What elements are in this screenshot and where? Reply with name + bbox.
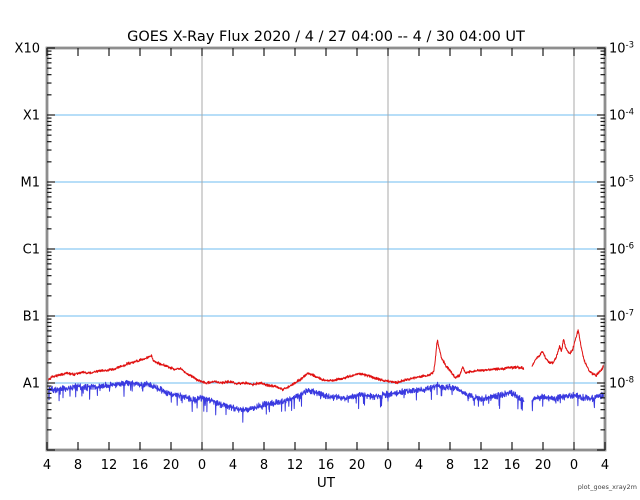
flare-class-label: B1	[23, 310, 40, 325]
flux-exponent-labels: 10-3 10-4 10-5 10-6 10-7 10-8	[609, 41, 634, 392]
x-tick-label: 0	[384, 458, 392, 473]
x-tick-label: 16	[504, 458, 521, 473]
flare-class-labels: X10 X1 M1 C1 B1 A1	[15, 42, 40, 392]
day-boundary-gridlines	[201, 48, 575, 450]
x-tick-label: 16	[132, 458, 149, 473]
x-tick-label: 0	[198, 458, 206, 473]
flare-class-label: M1	[21, 176, 41, 191]
x-tick-label: 12	[473, 458, 490, 473]
flux-exponent-label: 10-5	[609, 175, 634, 191]
axis-ticks	[46, 47, 606, 451]
x-tick-label: 8	[260, 458, 268, 473]
x-axis-title: UT	[317, 475, 336, 491]
short-wavelength-series-line	[47, 379, 605, 423]
x-axis-tick-labels: 4 8 12 16 20 0 4 8 12 16 20 0 4 8 12 16 20 0 4	[43, 458, 609, 473]
flux-exponent-label: 10-3	[609, 41, 634, 57]
x-tick-label: 0	[570, 458, 578, 473]
flux-exponent-label: 10-4	[609, 108, 634, 124]
x-tick-label: 8	[446, 458, 454, 473]
flare-class-label: A1	[23, 377, 40, 392]
x-tick-label: 12	[101, 458, 118, 473]
long-wavelength-series-line	[47, 329, 605, 392]
x-tick-label: 4	[415, 458, 423, 473]
x-tick-label: 4	[601, 458, 609, 473]
plot-filename-caption: plot_goes_xray2m	[578, 483, 637, 491]
x-tick-label: 8	[74, 458, 82, 473]
x-tick-label: 20	[163, 458, 180, 473]
flare-class-label: X1	[23, 109, 40, 124]
x-tick-label: 4	[43, 458, 51, 473]
flux-exponent-label: 10-8	[609, 376, 634, 392]
flare-class-label: C1	[23, 243, 40, 258]
flux-exponent-label: 10-6	[609, 242, 634, 258]
x-tick-label: 20	[535, 458, 552, 473]
horizontal-flux-gridlines	[47, 114, 605, 384]
flux-exponent-label: 10-7	[609, 309, 634, 325]
x-tick-label: 12	[287, 458, 304, 473]
x-tick-label: 4	[229, 458, 237, 473]
chart-title: GOES X-Ray Flux 2020 / 4 / 27 04:00 -- 4…	[127, 29, 525, 45]
x-tick-label: 16	[318, 458, 335, 473]
flare-class-label: X10	[15, 42, 40, 57]
x-tick-label: 20	[349, 458, 366, 473]
